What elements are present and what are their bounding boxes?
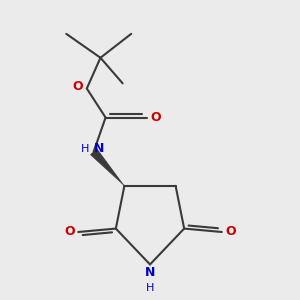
- Text: O: O: [225, 226, 236, 238]
- Text: H: H: [81, 144, 89, 154]
- Text: O: O: [64, 226, 75, 238]
- Polygon shape: [90, 149, 124, 186]
- Text: N: N: [145, 266, 155, 279]
- Text: H: H: [146, 283, 154, 293]
- Text: O: O: [73, 80, 83, 93]
- Text: N: N: [94, 142, 105, 155]
- Text: O: O: [151, 111, 161, 124]
